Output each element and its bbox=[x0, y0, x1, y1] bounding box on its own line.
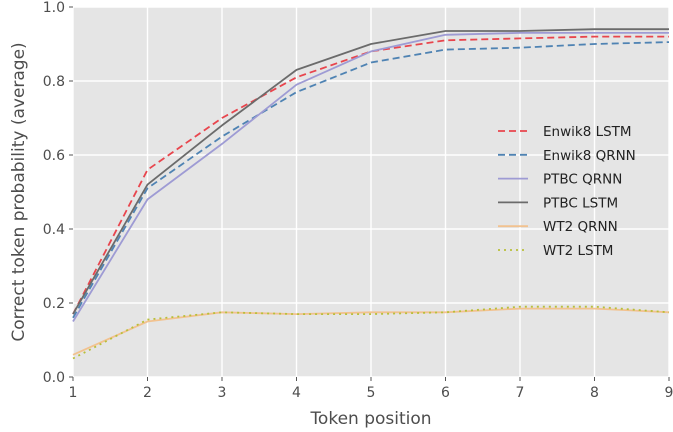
y-tick-label: 0.8 bbox=[43, 74, 65, 90]
x-tick-label: 9 bbox=[665, 385, 673, 401]
series-lines bbox=[72, 28, 670, 360]
legend-label: PTBC LSTM bbox=[543, 195, 618, 211]
legend-label: WT2 LSTM bbox=[543, 243, 613, 259]
y-tick-label: 0.6 bbox=[43, 148, 65, 164]
x-tick-label: 1 bbox=[69, 385, 78, 401]
legend-label: PTBC QRNN bbox=[543, 172, 622, 188]
x-tick-label: 7 bbox=[516, 385, 525, 401]
y-tick-label: 0.0 bbox=[43, 370, 65, 386]
y-tick-label: 1.0 bbox=[43, 0, 65, 16]
y-axis-title: Correct token probability (average) bbox=[9, 42, 29, 341]
legend-label: Enwik8 QRNN bbox=[543, 148, 636, 164]
legend-label: WT2 QRNN bbox=[543, 219, 618, 235]
legend: Enwik8 LSTM Enwik8 QRNN PTBC QRNN PTBC LSTM… bbox=[498, 124, 636, 259]
axis-ticks: 1 2 3 4 5 6 7 8 9 0.0 0.2 0.4 0.6 0.8 1.0 bbox=[43, 0, 673, 401]
legend-label: Enwik8 LSTM bbox=[543, 124, 632, 140]
series-line-ptbc-qrnn bbox=[72, 32, 669, 322]
y-tick-label: 0.2 bbox=[43, 296, 65, 312]
series-line-wt2-lstm bbox=[72, 305, 670, 360]
series-line-ptbc-lstm bbox=[72, 28, 669, 315]
x-axis-title: Token position bbox=[309, 409, 431, 429]
series-line-enwik8-qrnn bbox=[72, 41, 670, 319]
x-tick-label: 6 bbox=[441, 385, 450, 401]
x-tick-label: 4 bbox=[292, 385, 301, 401]
x-tick-label: 8 bbox=[590, 385, 599, 401]
series-line-wt2-qrnn bbox=[72, 307, 670, 356]
x-tick-label: 5 bbox=[367, 385, 376, 401]
y-tick-label: 0.4 bbox=[43, 222, 65, 238]
series-line-enwik8-lstm bbox=[72, 35, 669, 315]
x-tick-label: 2 bbox=[143, 385, 152, 401]
x-tick-label: 3 bbox=[218, 385, 227, 401]
